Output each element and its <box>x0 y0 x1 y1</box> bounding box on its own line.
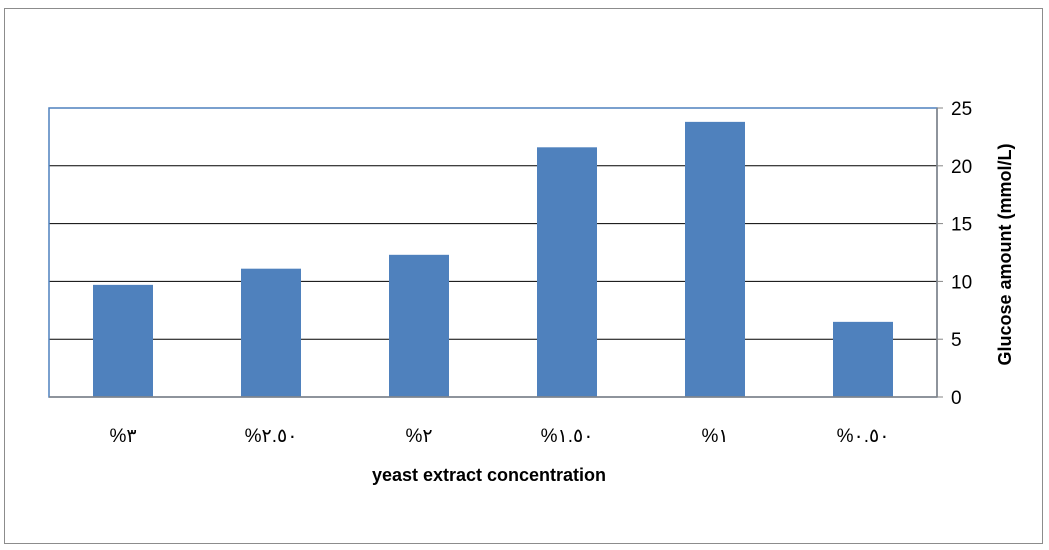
x-tick-label: %٢ <box>405 426 432 447</box>
x-tick-label: %٢.٥٠ <box>245 426 298 447</box>
x-tick-labels: %٣ %٢.٥٠ %٢ %١.٥٠ %١ %٠.٥٠ <box>109 426 889 447</box>
bars <box>93 121 893 397</box>
bar <box>685 121 745 397</box>
bar <box>537 147 597 397</box>
x-tick-label: %١ <box>701 426 728 447</box>
y-tick-label: 10 <box>951 272 972 293</box>
y-tick-label: 20 <box>951 157 972 178</box>
y-tick-label: 25 <box>951 99 972 120</box>
bar <box>93 284 153 397</box>
bar <box>833 321 893 397</box>
y-tick-label: 15 <box>951 215 972 236</box>
y-tick-label: 0 <box>951 388 962 409</box>
x-tick-label: %٠.٥٠ <box>837 426 890 447</box>
y-axis-title: Glucose amount (mmol/L) <box>995 143 1015 365</box>
y-tick-label: 5 <box>951 330 962 351</box>
plot-area-border <box>48 107 938 398</box>
x-axis-title: yeast extract concentration <box>372 465 606 485</box>
y-tick-labels: 0 5 10 15 20 25 <box>937 99 972 409</box>
axes <box>49 108 938 398</box>
x-tick-label: %١.٥٠ <box>541 426 594 447</box>
bar <box>241 268 301 397</box>
x-tick-label: %٣ <box>109 426 136 447</box>
chart-frame <box>4 8 1043 544</box>
bar <box>389 254 449 397</box>
gridlines <box>49 107 937 340</box>
